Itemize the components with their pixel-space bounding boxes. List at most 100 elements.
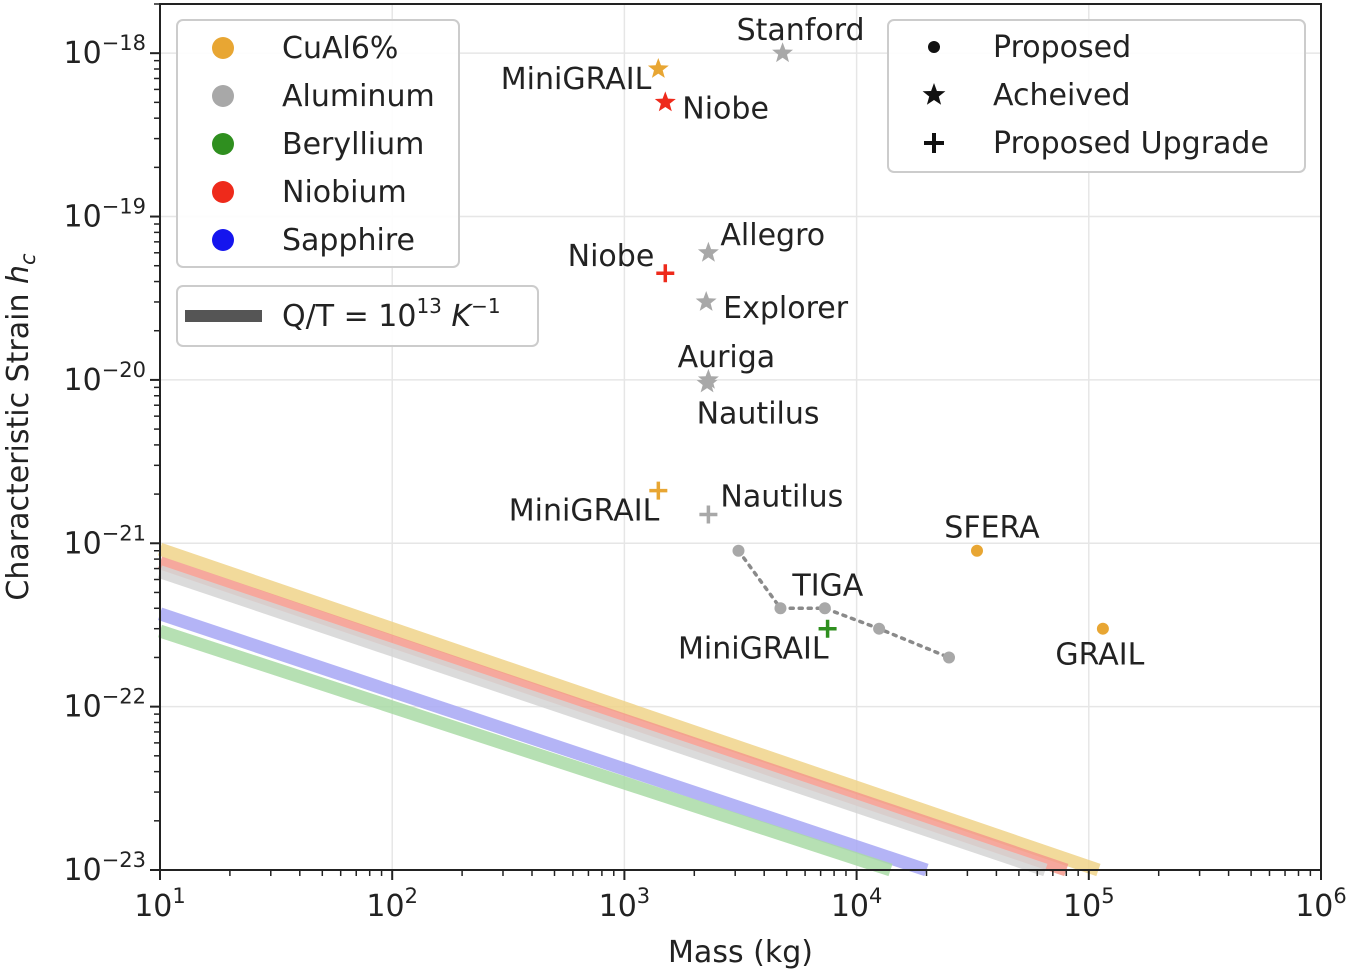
y-tick-label: 10−18	[63, 31, 146, 71]
point-label: MiniGRAIL	[678, 632, 829, 667]
legend-swatch	[212, 37, 234, 59]
legend-swatch	[212, 229, 234, 251]
marker-plus	[649, 481, 668, 500]
qt-legend-label: Q/T = 1013 K−1	[282, 294, 501, 334]
sensitivity-line-beryllium	[157, 624, 893, 877]
qt-legend: Q/T = 1013 K−1	[176, 285, 539, 347]
legend-label: Proposed Upgrade	[993, 126, 1269, 161]
marker-star	[695, 291, 717, 311]
sensitivity-line-sapphire	[157, 607, 929, 877]
y-tick-label: 10−19	[63, 195, 146, 235]
legend-item-dot: Proposed	[928, 30, 1131, 65]
sensitivity-lines	[157, 543, 1101, 877]
point-label: Niobe	[568, 239, 655, 274]
marker-dot	[970, 544, 983, 557]
x-tick-label: 106	[1295, 884, 1347, 924]
x-tick-label: 105	[1063, 884, 1115, 924]
y-tick-label: 10−23	[63, 848, 146, 888]
point-minigrail: MiniGRAIL	[501, 58, 669, 97]
legend-marker	[928, 41, 940, 53]
point-minigrail: MiniGRAIL	[678, 619, 837, 667]
legend-item-star: Acheived	[922, 78, 1131, 113]
point-grail: GRAIL	[1055, 622, 1145, 673]
x-axis-title: Mass (kg)	[668, 935, 813, 970]
point-minigrail: MiniGRAIL	[509, 481, 668, 529]
point-sfera: SFERA	[944, 511, 1040, 557]
point-label: Stanford	[737, 13, 865, 48]
marker-legend-box	[887, 19, 1306, 173]
legend-item-sapphire: Sapphire	[212, 223, 415, 258]
point-stanford: Stanford	[737, 13, 865, 63]
legend-label: Aluminum	[282, 79, 435, 114]
tiga-label: TIGA	[791, 568, 863, 603]
sensitivity-line-niobium	[157, 556, 1069, 877]
tiga-point	[774, 602, 787, 615]
x-tick-label: 101	[134, 884, 186, 924]
point-niobe: Niobe	[568, 239, 675, 283]
point-niobe: Niobe	[654, 91, 769, 126]
tiga-point	[873, 622, 886, 635]
legend-swatch	[212, 181, 234, 203]
x-tick-label: 103	[599, 884, 651, 924]
legend-swatch	[212, 85, 234, 107]
marker-star	[697, 241, 719, 262]
point-label: GRAIL	[1055, 638, 1144, 673]
x-tick-label: 102	[366, 884, 418, 924]
marker-plus	[656, 264, 675, 283]
legend-marker	[924, 133, 944, 153]
legend-label: Sapphire	[282, 223, 415, 258]
point-label: Auriga	[678, 340, 776, 375]
sensitivity-line-aluminum	[157, 565, 1048, 877]
marker-plus	[699, 505, 718, 524]
legends: CuAl6% Aluminum Beryllium Niobium Sapphire Q/…	[176, 19, 1306, 347]
legend-item-beryllium: Beryllium	[212, 127, 424, 162]
point-nautilus: Nautilus	[696, 372, 820, 432]
tiga-series: TIGA	[732, 544, 956, 664]
legend-label: Beryllium	[282, 127, 424, 162]
marker-plus	[818, 619, 837, 638]
tiga-point	[943, 651, 956, 664]
legend-item-aluminum: Aluminum	[212, 79, 435, 114]
legend-label: Proposed	[993, 30, 1131, 65]
point-label: Explorer	[723, 291, 849, 326]
legend-item-cual6: CuAl6%	[212, 31, 398, 66]
qt-legend-box	[176, 285, 539, 347]
point-label: Nautilus	[697, 397, 820, 432]
tiga-point	[732, 544, 745, 557]
marker-dot	[1096, 622, 1109, 635]
marker-star	[696, 372, 718, 393]
y-tick-label: 10−21	[63, 521, 146, 561]
data-points: Stanford MiniGRAIL Niobe Allegro Niobe Explor…	[501, 13, 1145, 673]
point-auriga: Auriga	[678, 340, 776, 389]
sensitivity-line-cual6	[157, 543, 1101, 877]
point-label: MiniGRAIL	[509, 494, 660, 529]
point-explorer: Explorer	[695, 291, 849, 326]
legend-swatch	[212, 133, 234, 155]
point-label: SFERA	[944, 511, 1040, 546]
legend-item-plus: Proposed Upgrade	[924, 126, 1269, 161]
point-nautilus: Nautilus	[699, 480, 843, 524]
point-allegro: Allegro	[697, 218, 825, 262]
material-legend-box	[176, 19, 460, 268]
y-axis-title: Characteristic Strain hc	[1, 253, 40, 601]
marker-star	[772, 42, 793, 63]
x-tick-label: 104	[831, 884, 883, 924]
plot-frame	[159, 3, 1322, 871]
legend-label: Acheived	[993, 78, 1131, 113]
point-label: Allegro	[720, 218, 825, 253]
axes: 101 102 103 104 105 106 10−18 10−19 10−20 10−21 10…	[1, 3, 1347, 970]
point-label: Nautilus	[720, 480, 843, 515]
material-legend: CuAl6% Aluminum Beryllium Niobium Sapphire	[176, 19, 460, 268]
y-tick-label: 10−22	[63, 685, 146, 725]
y-tick-label: 10−20	[63, 358, 146, 398]
marker-star	[647, 58, 669, 78]
legend-label: Niobium	[282, 175, 407, 210]
point-label: MiniGRAIL	[501, 62, 652, 97]
marker-legend: Proposed Acheived Proposed Upgrade	[887, 19, 1306, 173]
point-label: Niobe	[682, 91, 769, 126]
legend-label: CuAl6%	[282, 31, 398, 66]
marker-star	[654, 91, 676, 112]
legend-marker	[922, 83, 946, 105]
tiga-point	[818, 602, 831, 615]
